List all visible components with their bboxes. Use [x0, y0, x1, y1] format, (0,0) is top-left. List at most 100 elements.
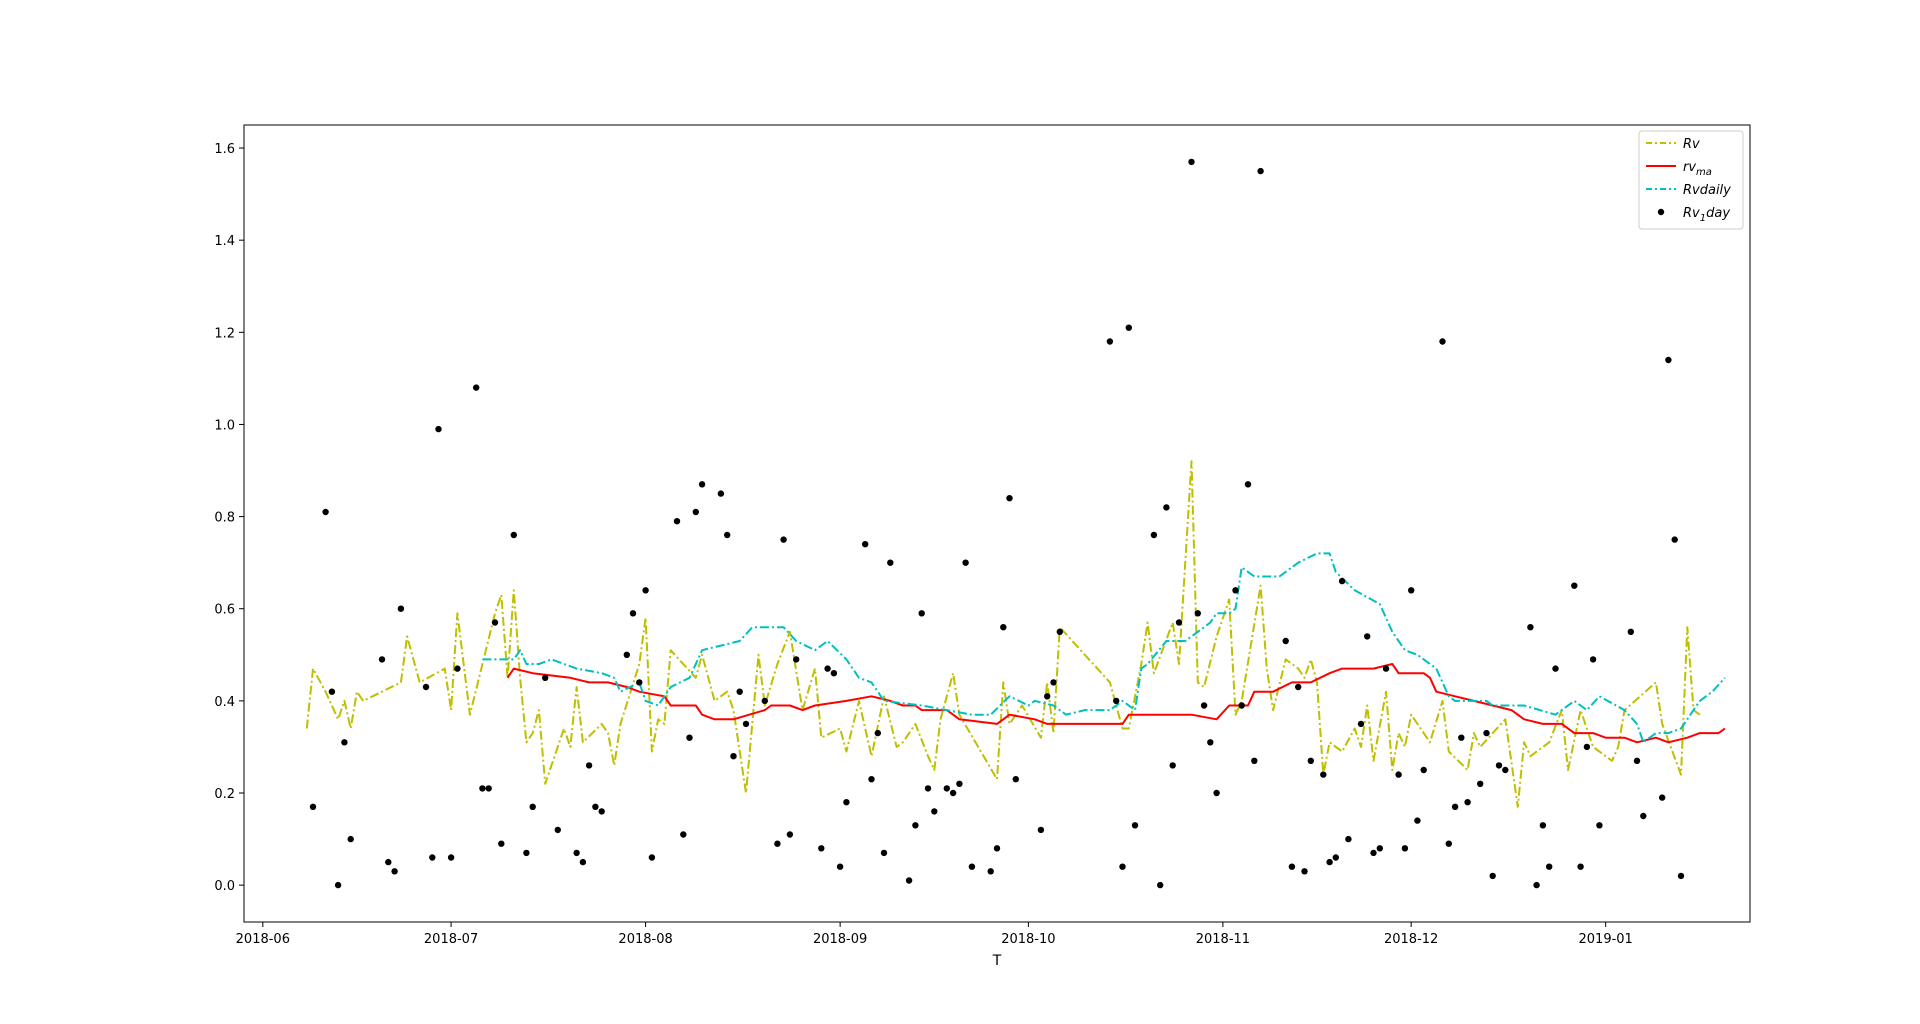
- legend-swatch: [1657, 208, 1665, 216]
- x-tick-label: 2018-11: [1196, 932, 1250, 947]
- data-point: [1665, 356, 1672, 364]
- data-point: [1169, 762, 1176, 769]
- data-point: [931, 808, 938, 815]
- data-point: [1489, 872, 1496, 880]
- data-point: [592, 803, 599, 810]
- data-point: [585, 762, 593, 769]
- data-point: [636, 679, 643, 686]
- series-line-rv-ma: [506, 663, 1726, 744]
- data-point: [912, 822, 919, 829]
- data-point: [523, 849, 530, 857]
- legend-frame: [1638, 130, 1744, 230]
- data-point: [993, 845, 1001, 852]
- data-point: [529, 803, 536, 810]
- data-point: [786, 831, 794, 838]
- legend-label: rvma: [1683, 160, 1712, 178]
- data-point: [1627, 628, 1635, 635]
- data-point: [542, 674, 549, 681]
- data-point: [968, 863, 976, 870]
- data-point: [1552, 665, 1559, 672]
- data-point: [334, 881, 342, 889]
- data-point: [1244, 481, 1252, 488]
- data-point: [1037, 826, 1045, 834]
- data-point: [554, 826, 561, 834]
- y-tick-label: 0.6: [214, 603, 235, 618]
- data-point: [780, 536, 787, 543]
- data-point: [1596, 822, 1603, 829]
- data-point: [1050, 679, 1057, 686]
- data-point: [1282, 637, 1289, 645]
- data-point: [1332, 854, 1340, 861]
- data-point: [454, 665, 461, 672]
- data-point: [918, 610, 925, 617]
- data-point: [1200, 702, 1208, 709]
- data-point: [949, 789, 957, 797]
- data-point: [1495, 762, 1503, 769]
- data-point: [698, 481, 706, 488]
- series-rv-1day: [309, 158, 1685, 889]
- x-axis-title: T: [992, 953, 1002, 969]
- data-point: [648, 854, 656, 861]
- data-point: [1577, 863, 1584, 870]
- data-point: [717, 490, 725, 497]
- data-point: [742, 720, 750, 728]
- x-tick-label: 2018-10: [1001, 932, 1055, 947]
- y-tick-label: 1.2: [214, 326, 235, 341]
- data-point: [1395, 771, 1402, 778]
- data-point: [1338, 577, 1346, 585]
- legend: Rv rvma Rvdaily Rv1day: [1638, 130, 1744, 230]
- data-point: [1439, 338, 1446, 345]
- data-point: [887, 559, 894, 566]
- legend-item: Rv1day: [1657, 206, 1730, 224]
- y-tick-label: 0.8: [214, 511, 235, 526]
- data-point: [341, 739, 348, 746]
- legend-label: Rv: [1683, 137, 1700, 152]
- legend-item: rvma: [1646, 160, 1712, 178]
- data-point: [322, 508, 329, 516]
- data-point: [1671, 536, 1678, 543]
- data-point: [962, 559, 969, 566]
- data-point: [1539, 822, 1547, 829]
- data-point: [1571, 582, 1578, 589]
- data-point: [1251, 757, 1258, 764]
- data-point: [924, 785, 932, 792]
- data-point: [447, 854, 455, 861]
- data-point: [1012, 776, 1019, 783]
- data-point: [1458, 734, 1465, 741]
- x-tick-label: 2018-09: [813, 932, 867, 947]
- data-point: [868, 776, 875, 783]
- data-point: [905, 877, 913, 884]
- data-point: [623, 651, 630, 658]
- series-line-rv: [305, 460, 1701, 808]
- data-point: [1414, 817, 1421, 824]
- data-point: [573, 849, 580, 857]
- data-point: [1056, 628, 1064, 635]
- data-point: [1150, 531, 1158, 539]
- data-point: [1113, 697, 1120, 705]
- y-tick-label: 1.4: [214, 234, 235, 249]
- data-point: [1502, 766, 1509, 774]
- x-tick-label: 2018-12: [1384, 932, 1438, 947]
- x-tick-label: 2018-07: [424, 932, 478, 947]
- data-point: [943, 785, 950, 792]
- data-point: [1307, 757, 1315, 764]
- data-point: [880, 849, 888, 857]
- data-point: [1640, 812, 1647, 820]
- y-tick-label: 1.0: [214, 418, 235, 433]
- data-point: [1257, 167, 1264, 175]
- data-point: [1288, 863, 1296, 870]
- y-tick-label: 1.6: [214, 142, 235, 157]
- x-tick-label: 2019-01: [1579, 932, 1633, 947]
- x-tick-label: 2018-08: [618, 932, 672, 947]
- data-point: [1401, 845, 1409, 852]
- data-point: [830, 670, 838, 677]
- data-point: [724, 531, 731, 539]
- data-point: [1326, 858, 1333, 866]
- data-point: [692, 508, 699, 516]
- data-point: [1295, 683, 1302, 691]
- plot-frame: [243, 124, 1751, 923]
- data-point: [309, 803, 317, 810]
- data-point: [1232, 587, 1239, 594]
